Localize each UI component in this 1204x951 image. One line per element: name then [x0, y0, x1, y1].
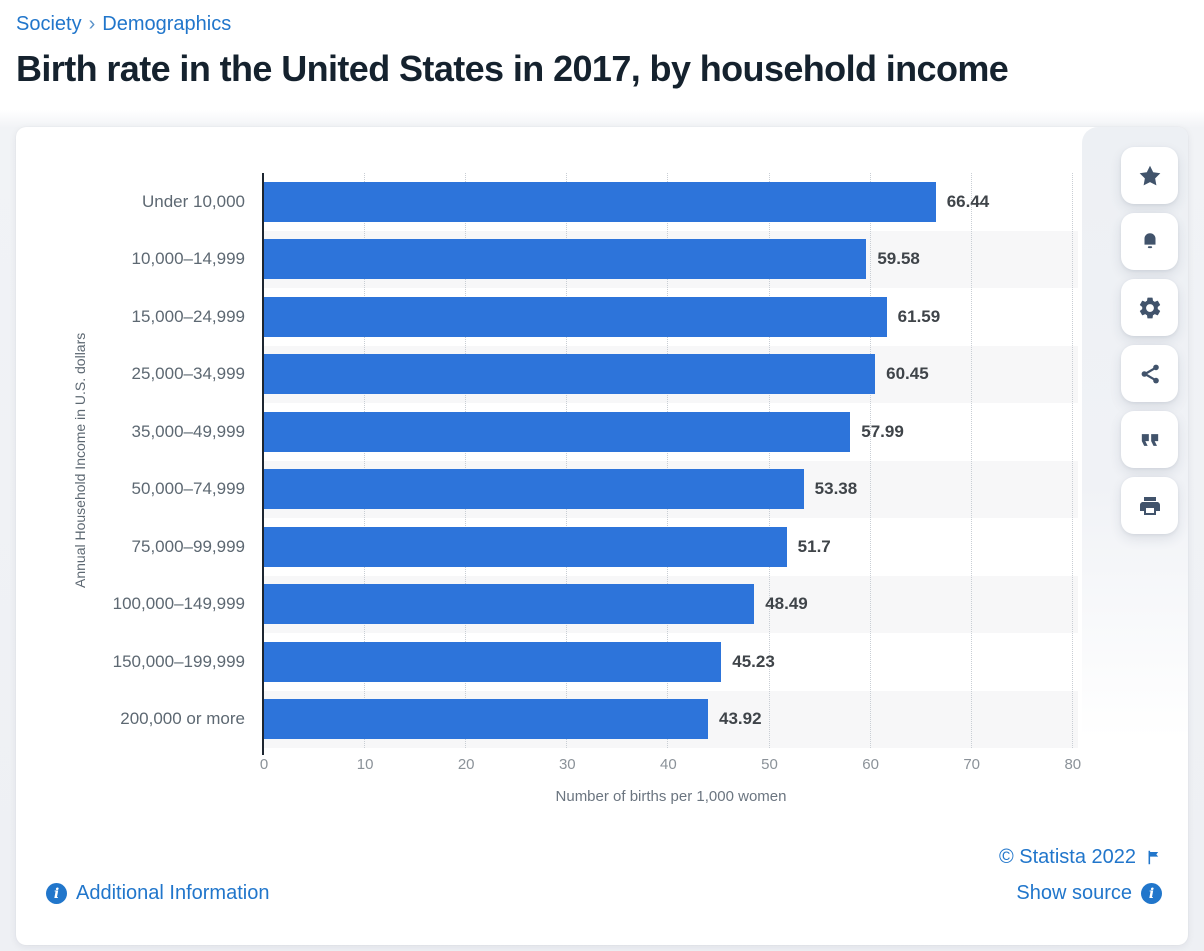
page-title: Birth rate in the United States in 2017,… — [16, 48, 1009, 89]
gridline — [667, 173, 669, 748]
bar[interactable] — [264, 584, 755, 625]
x-tick-label: 10 — [356, 756, 374, 773]
category-label: 35,000–49,999 — [131, 421, 245, 441]
category-label: 25,000–34,999 — [131, 364, 245, 384]
bar[interactable] — [264, 354, 876, 395]
value-label: 51.7 — [797, 536, 831, 556]
gridline — [768, 173, 770, 748]
value-label: 45.23 — [732, 651, 775, 671]
alerts-button[interactable] — [1121, 213, 1178, 270]
flag-icon — [1145, 849, 1162, 866]
y-axis-line — [262, 173, 264, 755]
show-source-link[interactable]: Show source i — [1016, 882, 1162, 905]
category-label: 150,000–199,999 — [112, 651, 245, 671]
category-label: 100,000–149,999 — [112, 594, 245, 614]
x-axis-ticks: 0 10 20 30 40 50 60 70 80 — [260, 756, 1082, 776]
quote-icon — [1136, 426, 1164, 454]
x-tick-label: 70 — [963, 756, 981, 773]
star-icon — [1137, 163, 1163, 189]
chart-card: Annual Household Income in U.S. dollars … — [16, 127, 1188, 945]
category-labels: Under 10,000 10,000–14,999 15,000–24,999 25… — [16, 173, 245, 748]
value-label: 48.49 — [765, 594, 808, 614]
bar[interactable] — [264, 641, 722, 682]
gridline — [970, 173, 972, 748]
bar[interactable] — [264, 296, 887, 337]
bar[interactable] — [264, 181, 936, 222]
bar[interactable] — [264, 469, 804, 510]
bar[interactable] — [264, 526, 787, 567]
share-icon — [1138, 362, 1162, 386]
value-label: 61.59 — [897, 306, 941, 326]
breadcrumb-link-demographics[interactable]: Demographics — [102, 13, 232, 35]
gear-icon — [1137, 295, 1163, 321]
breadcrumb-separator: › — [88, 13, 96, 35]
print-button[interactable] — [1121, 477, 1178, 534]
x-tick-label: 20 — [457, 756, 475, 773]
share-button[interactable] — [1121, 345, 1178, 402]
chart-toolbar — [1121, 147, 1178, 543]
x-tick-label: 30 — [558, 756, 576, 773]
value-label: 59.58 — [877, 249, 920, 269]
bar[interactable] — [264, 699, 709, 740]
breadcrumb: Society › Demographics — [16, 13, 231, 36]
additional-information-link[interactable]: i Additional Information — [46, 882, 269, 905]
x-tick-label: 60 — [862, 756, 879, 773]
category-label: 15,000–24,999 — [131, 306, 245, 326]
category-label: 200,000 or more — [120, 709, 245, 729]
info-icon: i — [46, 883, 67, 904]
show-source-label: Show source — [1016, 882, 1132, 904]
cite-button[interactable] — [1121, 411, 1178, 468]
bar[interactable] — [264, 239, 867, 280]
favorite-button[interactable] — [1121, 147, 1178, 204]
category-label: Under 10,000 — [141, 191, 245, 211]
x-axis-title: Number of births per 1,000 women — [555, 788, 787, 805]
printer-icon — [1138, 494, 1162, 518]
plot-area: 66.44 59.58 61.59 60.45 57.99 53.38 51.7 48.49 4… — [264, 173, 1078, 748]
gridline — [465, 173, 467, 748]
x-tick-label: 0 — [259, 756, 269, 773]
category-label: 50,000–74,999 — [131, 479, 245, 499]
category-label: 10,000–14,999 — [131, 249, 245, 269]
value-label: 66.44 — [946, 191, 990, 211]
breadcrumb-link-society[interactable]: Society — [16, 13, 82, 35]
info-icon: i — [1141, 883, 1162, 904]
x-tick-label: 80 — [1064, 756, 1082, 773]
value-label: 53.38 — [814, 479, 858, 499]
gridline — [1071, 173, 1073, 748]
gridline — [869, 173, 871, 748]
gridline — [364, 173, 366, 748]
value-label: 60.45 — [886, 364, 929, 384]
copyright-link[interactable]: © Statista 2022 — [999, 846, 1162, 869]
value-label: 57.99 — [861, 421, 904, 441]
copyright-label: © Statista 2022 — [998, 846, 1136, 868]
category-label: 75,000–99,999 — [131, 536, 245, 556]
gridline — [566, 173, 568, 748]
value-label: 43.92 — [719, 709, 762, 729]
bell-icon — [1138, 230, 1162, 254]
additional-information-label: Additional Information — [76, 882, 270, 904]
settings-button[interactable] — [1121, 279, 1178, 336]
bar[interactable] — [264, 411, 851, 452]
x-tick-label: 50 — [761, 756, 778, 773]
x-tick-label: 40 — [660, 756, 677, 773]
